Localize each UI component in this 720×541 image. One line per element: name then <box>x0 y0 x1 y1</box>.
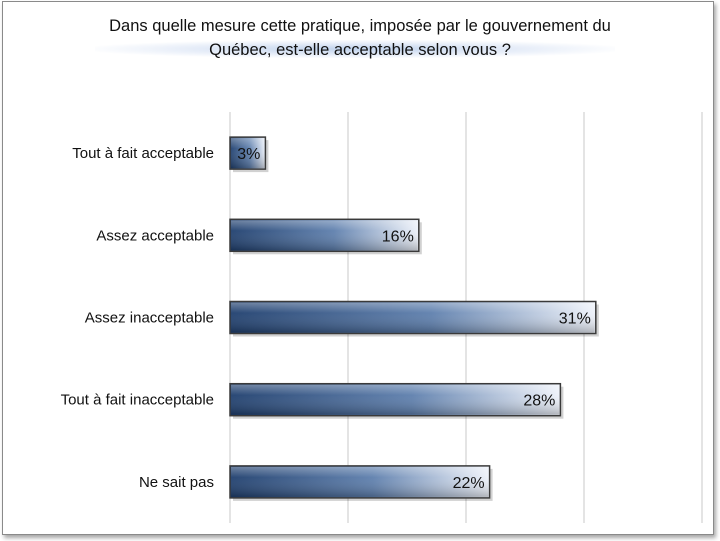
value-label: 3% <box>237 146 260 163</box>
bar-bevel <box>231 302 595 333</box>
bar-bevel <box>231 220 418 251</box>
bar-bevel <box>231 384 560 415</box>
category-label: Assez acceptable <box>96 227 214 244</box>
bar-bevel <box>231 138 265 169</box>
bar-bevel <box>231 466 489 497</box>
category-label: Assez inacceptable <box>85 310 214 327</box>
category-label: Tout à fait inacceptable <box>61 392 214 409</box>
category-label: Ne sait pas <box>139 474 214 491</box>
chart-title-line-1: Dans quelle mesure cette pratique, impos… <box>109 17 611 35</box>
chart-title-line-2: Québec, est-elle acceptable selon vous ? <box>209 41 511 59</box>
category-label: Tout à fait acceptable <box>72 145 214 162</box>
label-layer: Tout à fait acceptable 3% Assez acceptable… <box>61 145 591 492</box>
value-label: 28% <box>523 393 555 410</box>
value-label: 31% <box>559 311 591 328</box>
title-highlight <box>95 40 615 58</box>
bar-layer <box>229 136 599 501</box>
chart-title: Dans quelle mesure cette pratique, impos… <box>20 14 700 62</box>
value-label: 22% <box>453 475 485 492</box>
value-label: 16% <box>382 228 414 245</box>
chart-frame <box>2 1 714 535</box>
